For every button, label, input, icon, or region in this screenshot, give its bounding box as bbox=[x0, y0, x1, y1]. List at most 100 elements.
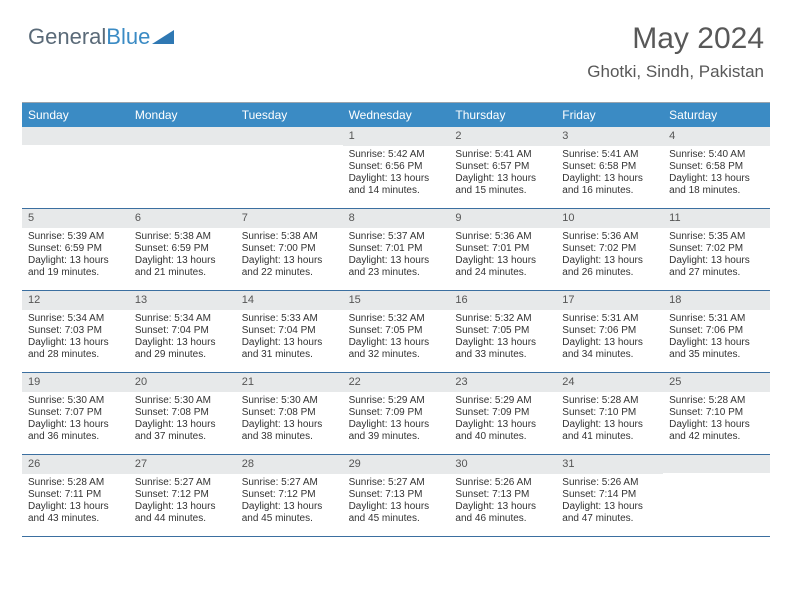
brand-part1: General bbox=[28, 24, 106, 50]
day-number: 23 bbox=[449, 373, 556, 392]
day-info: Sunrise: 5:31 AMSunset: 7:06 PMDaylight:… bbox=[663, 310, 770, 365]
day-info: Sunrise: 5:27 AMSunset: 7:12 PMDaylight:… bbox=[236, 474, 343, 529]
day-info: Sunrise: 5:39 AMSunset: 6:59 PMDaylight:… bbox=[22, 228, 129, 283]
day-info: Sunrise: 5:27 AMSunset: 7:13 PMDaylight:… bbox=[343, 474, 450, 529]
day-info: Sunrise: 5:38 AMSunset: 6:59 PMDaylight:… bbox=[129, 228, 236, 283]
day-number: 6 bbox=[129, 209, 236, 228]
calendar-day-cell: 21Sunrise: 5:30 AMSunset: 7:08 PMDayligh… bbox=[236, 373, 343, 455]
calendar-day-cell: 9Sunrise: 5:36 AMSunset: 7:01 PMDaylight… bbox=[449, 209, 556, 291]
day-number: 27 bbox=[129, 455, 236, 474]
day-number: 5 bbox=[22, 209, 129, 228]
day-number: 20 bbox=[129, 373, 236, 392]
calendar-day-cell: 16Sunrise: 5:32 AMSunset: 7:05 PMDayligh… bbox=[449, 291, 556, 373]
month-title: May 2024 bbox=[587, 22, 764, 56]
calendar-day-cell: 26Sunrise: 5:28 AMSunset: 7:11 PMDayligh… bbox=[22, 455, 129, 537]
calendar-empty-cell bbox=[22, 127, 129, 209]
day-number: 19 bbox=[22, 373, 129, 392]
day-number: 24 bbox=[556, 373, 663, 392]
location-label: Ghotki, Sindh, Pakistan bbox=[587, 62, 764, 82]
day-number: 12 bbox=[22, 291, 129, 310]
calendar-day-cell: 24Sunrise: 5:28 AMSunset: 7:10 PMDayligh… bbox=[556, 373, 663, 455]
day-number: 16 bbox=[449, 291, 556, 310]
calendar-day-cell: 22Sunrise: 5:29 AMSunset: 7:09 PMDayligh… bbox=[343, 373, 450, 455]
day-info: Sunrise: 5:34 AMSunset: 7:03 PMDaylight:… bbox=[22, 310, 129, 365]
day-number: 31 bbox=[556, 455, 663, 474]
calendar-day-cell: 29Sunrise: 5:27 AMSunset: 7:13 PMDayligh… bbox=[343, 455, 450, 537]
day-info: Sunrise: 5:36 AMSunset: 7:01 PMDaylight:… bbox=[449, 228, 556, 283]
calendar-day-cell: 1Sunrise: 5:42 AMSunset: 6:56 PMDaylight… bbox=[343, 127, 450, 209]
day-number: 10 bbox=[556, 209, 663, 228]
calendar-day-cell: 15Sunrise: 5:32 AMSunset: 7:05 PMDayligh… bbox=[343, 291, 450, 373]
day-info: Sunrise: 5:30 AMSunset: 7:07 PMDaylight:… bbox=[22, 392, 129, 447]
day-info: Sunrise: 5:33 AMSunset: 7:04 PMDaylight:… bbox=[236, 310, 343, 365]
day-number: 21 bbox=[236, 373, 343, 392]
day-number: 29 bbox=[343, 455, 450, 474]
day-number: 25 bbox=[663, 373, 770, 392]
day-number: 30 bbox=[449, 455, 556, 474]
weekday-header: Wednesday bbox=[343, 102, 450, 127]
day-number: 22 bbox=[343, 373, 450, 392]
calendar-empty-cell bbox=[129, 127, 236, 209]
calendar-day-cell: 18Sunrise: 5:31 AMSunset: 7:06 PMDayligh… bbox=[663, 291, 770, 373]
day-number: 9 bbox=[449, 209, 556, 228]
calendar-day-cell: 25Sunrise: 5:28 AMSunset: 7:10 PMDayligh… bbox=[663, 373, 770, 455]
weekday-header: Saturday bbox=[663, 102, 770, 127]
calendar-day-cell: 2Sunrise: 5:41 AMSunset: 6:57 PMDaylight… bbox=[449, 127, 556, 209]
day-info: Sunrise: 5:31 AMSunset: 7:06 PMDaylight:… bbox=[556, 310, 663, 365]
brand-part2: Blue bbox=[106, 24, 150, 50]
calendar-empty-cell bbox=[663, 455, 770, 537]
day-number: 7 bbox=[236, 209, 343, 228]
calendar-day-cell: 23Sunrise: 5:29 AMSunset: 7:09 PMDayligh… bbox=[449, 373, 556, 455]
calendar-day-cell: 4Sunrise: 5:40 AMSunset: 6:58 PMDaylight… bbox=[663, 127, 770, 209]
calendar-day-cell: 10Sunrise: 5:36 AMSunset: 7:02 PMDayligh… bbox=[556, 209, 663, 291]
calendar-day-cell: 3Sunrise: 5:41 AMSunset: 6:58 PMDaylight… bbox=[556, 127, 663, 209]
day-number: 26 bbox=[22, 455, 129, 474]
day-info: Sunrise: 5:32 AMSunset: 7:05 PMDaylight:… bbox=[449, 310, 556, 365]
weekday-header: Friday bbox=[556, 102, 663, 127]
day-number: 18 bbox=[663, 291, 770, 310]
day-info: Sunrise: 5:27 AMSunset: 7:12 PMDaylight:… bbox=[129, 474, 236, 529]
calendar-day-cell: 19Sunrise: 5:30 AMSunset: 7:07 PMDayligh… bbox=[22, 373, 129, 455]
day-info: Sunrise: 5:28 AMSunset: 7:10 PMDaylight:… bbox=[663, 392, 770, 447]
header-right: May 2024 Ghotki, Sindh, Pakistan bbox=[587, 22, 764, 82]
day-info: Sunrise: 5:38 AMSunset: 7:00 PMDaylight:… bbox=[236, 228, 343, 283]
calendar-day-cell: 14Sunrise: 5:33 AMSunset: 7:04 PMDayligh… bbox=[236, 291, 343, 373]
day-number: 4 bbox=[663, 127, 770, 146]
day-info: Sunrise: 5:41 AMSunset: 6:58 PMDaylight:… bbox=[556, 146, 663, 201]
calendar-day-cell: 17Sunrise: 5:31 AMSunset: 7:06 PMDayligh… bbox=[556, 291, 663, 373]
day-number: 2 bbox=[449, 127, 556, 146]
day-number: 11 bbox=[663, 209, 770, 228]
day-number: 8 bbox=[343, 209, 450, 228]
day-number: 14 bbox=[236, 291, 343, 310]
day-number: 15 bbox=[343, 291, 450, 310]
day-info: Sunrise: 5:30 AMSunset: 7:08 PMDaylight:… bbox=[236, 392, 343, 447]
calendar-day-cell: 11Sunrise: 5:35 AMSunset: 7:02 PMDayligh… bbox=[663, 209, 770, 291]
calendar-day-cell: 28Sunrise: 5:27 AMSunset: 7:12 PMDayligh… bbox=[236, 455, 343, 537]
day-info: Sunrise: 5:37 AMSunset: 7:01 PMDaylight:… bbox=[343, 228, 450, 283]
calendar-day-cell: 13Sunrise: 5:34 AMSunset: 7:04 PMDayligh… bbox=[129, 291, 236, 373]
calendar-day-cell: 5Sunrise: 5:39 AMSunset: 6:59 PMDaylight… bbox=[22, 209, 129, 291]
day-info: Sunrise: 5:26 AMSunset: 7:13 PMDaylight:… bbox=[449, 474, 556, 529]
day-number: 17 bbox=[556, 291, 663, 310]
calendar-grid: SundayMondayTuesdayWednesdayThursdayFrid… bbox=[22, 102, 770, 537]
calendar-day-cell: 30Sunrise: 5:26 AMSunset: 7:13 PMDayligh… bbox=[449, 455, 556, 537]
day-info: Sunrise: 5:35 AMSunset: 7:02 PMDaylight:… bbox=[663, 228, 770, 283]
day-number: 1 bbox=[343, 127, 450, 146]
calendar-day-cell: 6Sunrise: 5:38 AMSunset: 6:59 PMDaylight… bbox=[129, 209, 236, 291]
calendar-day-cell: 7Sunrise: 5:38 AMSunset: 7:00 PMDaylight… bbox=[236, 209, 343, 291]
day-number: 13 bbox=[129, 291, 236, 310]
calendar-day-cell: 31Sunrise: 5:26 AMSunset: 7:14 PMDayligh… bbox=[556, 455, 663, 537]
brand-logo: GeneralBlue bbox=[28, 24, 174, 50]
day-info: Sunrise: 5:26 AMSunset: 7:14 PMDaylight:… bbox=[556, 474, 663, 529]
weekday-header: Thursday bbox=[449, 102, 556, 127]
calendar-day-cell: 8Sunrise: 5:37 AMSunset: 7:01 PMDaylight… bbox=[343, 209, 450, 291]
day-info: Sunrise: 5:36 AMSunset: 7:02 PMDaylight:… bbox=[556, 228, 663, 283]
day-info: Sunrise: 5:34 AMSunset: 7:04 PMDaylight:… bbox=[129, 310, 236, 365]
day-info: Sunrise: 5:28 AMSunset: 7:10 PMDaylight:… bbox=[556, 392, 663, 447]
day-info: Sunrise: 5:41 AMSunset: 6:57 PMDaylight:… bbox=[449, 146, 556, 201]
calendar-empty-cell bbox=[236, 127, 343, 209]
calendar-day-cell: 20Sunrise: 5:30 AMSunset: 7:08 PMDayligh… bbox=[129, 373, 236, 455]
day-info: Sunrise: 5:40 AMSunset: 6:58 PMDaylight:… bbox=[663, 146, 770, 201]
day-info: Sunrise: 5:30 AMSunset: 7:08 PMDaylight:… bbox=[129, 392, 236, 447]
day-number: 3 bbox=[556, 127, 663, 146]
